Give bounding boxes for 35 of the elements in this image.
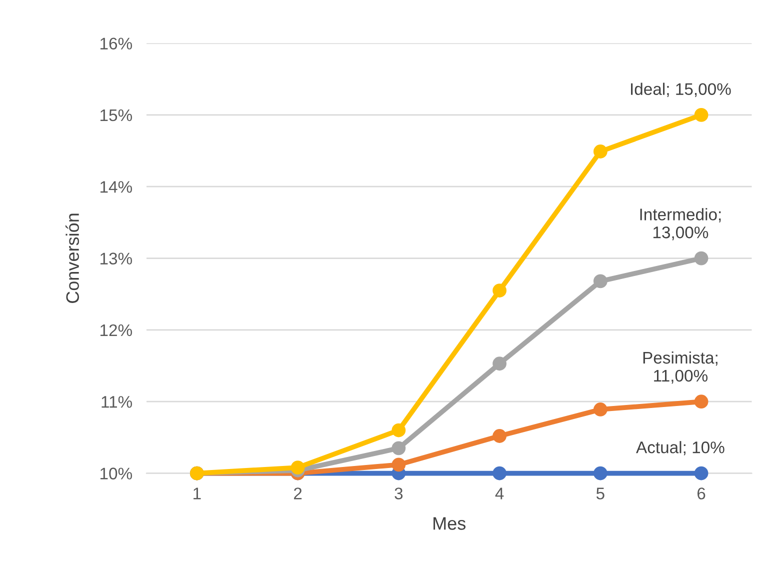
point — [290, 460, 305, 474]
point — [593, 466, 608, 480]
point — [694, 394, 708, 409]
y-tick-label: 10% — [100, 468, 132, 480]
y-tick-label: 12% — [100, 324, 132, 336]
point — [492, 429, 506, 443]
y-tick-label: 16% — [100, 38, 132, 50]
annotation: Pesimista; 11,00% — [643, 351, 718, 384]
y-tick-label: 15% — [100, 109, 132, 122]
point — [492, 284, 506, 298]
point — [593, 144, 608, 158]
point — [694, 251, 708, 266]
x-tick-label: 2 — [294, 488, 302, 500]
annotation: Actual; 10% — [636, 441, 724, 456]
annotation: Ideal; 15,00% — [631, 82, 731, 97]
y-tick-label: 11% — [102, 396, 132, 408]
y-tick-label: 13% — [100, 252, 132, 264]
x-tick-label: 6 — [698, 488, 706, 500]
x-tick-label: 5 — [596, 488, 604, 500]
x-tick-label: 3 — [394, 488, 403, 500]
annotation: Intermedio; 13,00% — [640, 208, 721, 240]
y-axis-title: Conversión — [66, 214, 80, 304]
point — [593, 274, 608, 288]
point — [694, 466, 708, 480]
point — [392, 441, 406, 456]
x-tick-label: 1 — [194, 488, 201, 500]
point — [694, 108, 708, 122]
y-tick-label: 14% — [100, 181, 132, 193]
point — [392, 423, 406, 438]
x-tick-label: 4 — [495, 488, 504, 500]
x-axis-title: Mes — [434, 517, 466, 530]
point — [392, 458, 406, 472]
point — [593, 402, 608, 416]
point — [492, 356, 506, 371]
point — [492, 466, 506, 480]
